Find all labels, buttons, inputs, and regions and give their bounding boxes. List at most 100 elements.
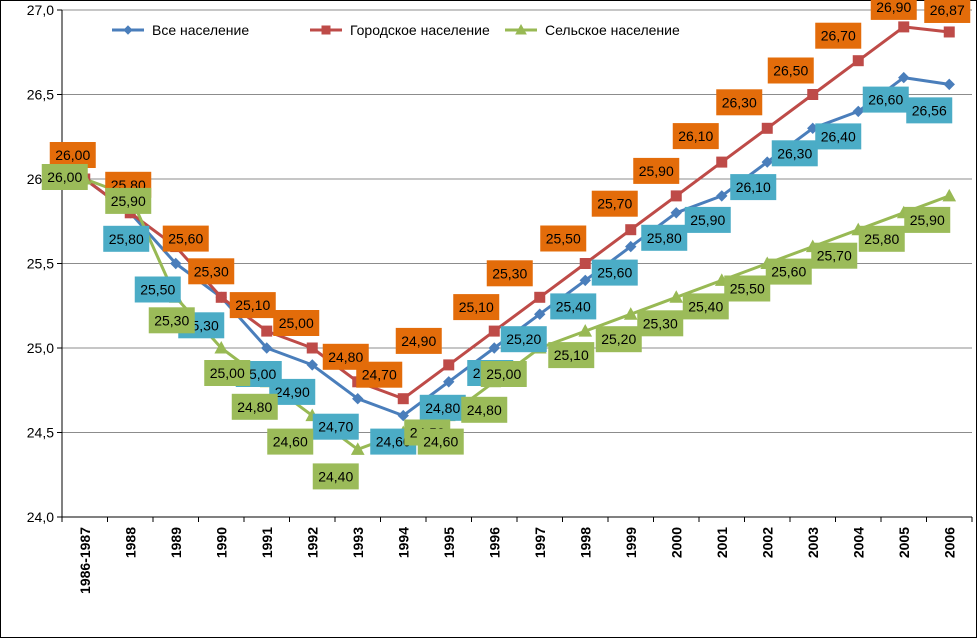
data-point [488, 342, 500, 354]
data-label: 25,00 [279, 315, 314, 331]
data-label: 25,90 [910, 212, 945, 228]
data-point [943, 26, 955, 38]
data-label: 25,80 [864, 231, 899, 247]
data-label-box [591, 190, 638, 217]
data-point [170, 257, 182, 270]
y-tick-label: 24,0 [27, 509, 54, 525]
data-label: 25,40 [688, 298, 723, 314]
x-tick-label: 1988 [122, 527, 138, 558]
data-point [625, 224, 637, 236]
x-tick-label: 2002 [759, 527, 775, 558]
data-label: 25,60 [168, 231, 203, 247]
data-point [397, 409, 409, 422]
y-tick-label: 25,0 [27, 340, 54, 356]
data-label: 26,87 [930, 2, 965, 18]
data-label-box [771, 140, 818, 167]
data-label-box [356, 361, 403, 388]
data-label: 24,90 [275, 384, 310, 400]
x-tick-label: 1995 [441, 527, 457, 558]
x-tick-label: 1999 [623, 527, 639, 558]
data-label-box [148, 307, 195, 334]
legend-marker [321, 25, 331, 35]
data-point [716, 156, 728, 168]
data-label-box [162, 225, 209, 252]
data-label: 26,00 [47, 169, 82, 185]
data-label: 25,50 [140, 282, 175, 298]
x-tick-label: 2006 [941, 527, 957, 558]
data-label: 25,10 [459, 299, 494, 315]
data-label: 25,80 [647, 230, 682, 246]
data-label: 24,90 [401, 333, 436, 349]
data-point [716, 190, 728, 202]
data-label: 26,10 [736, 179, 771, 195]
data-point [261, 342, 273, 354]
data-label: 24,80 [467, 402, 502, 418]
data-label: 26,00 [55, 147, 90, 163]
data-label: 24,70 [362, 367, 397, 383]
data-point [578, 324, 593, 337]
series-line [83, 25, 950, 401]
data-label-box [682, 293, 729, 320]
data-point [623, 307, 638, 320]
data-label-box [815, 22, 862, 49]
data-label: 26,70 [821, 28, 856, 44]
data-label: 25,80 [109, 231, 144, 247]
data-label-box [486, 260, 533, 287]
y-tick-label: 24,5 [27, 425, 54, 441]
data-label-box [904, 206, 951, 233]
data-label-box [870, 0, 917, 20]
data-point [761, 122, 773, 134]
x-tick-label: 1996 [486, 527, 502, 558]
data-label-box [419, 394, 466, 421]
data-point [625, 240, 637, 253]
y-tick-label: 25,5 [27, 256, 54, 272]
data-label-box [637, 310, 684, 337]
data-point [443, 359, 455, 371]
data-label-box [188, 258, 235, 285]
data-point [807, 89, 819, 100]
data-label: 25,70 [817, 248, 852, 264]
data-label: 25,60 [597, 265, 632, 281]
data-label-box [417, 428, 464, 455]
data-label: 25,70 [597, 196, 632, 212]
data-label-box [500, 326, 547, 353]
data-label: 26,56 [912, 102, 947, 118]
data-label-box [105, 187, 152, 214]
data-label-box [633, 157, 680, 184]
data-label: 25,60 [771, 264, 806, 280]
legend-label: Сельское население [545, 22, 680, 38]
data-label: 25,00 [486, 366, 521, 382]
data-label-box [730, 174, 777, 201]
data-label-box [767, 57, 814, 84]
x-tick-label: 1994 [395, 527, 411, 558]
data-label-box [595, 326, 642, 353]
data-label: 26,50 [773, 63, 808, 79]
x-tick-label: 2004 [850, 527, 866, 558]
data-label: 26,10 [678, 128, 713, 144]
data-labels: 25,80 25,50 25,30 25,00 24,90 24,70 24,60 24,80… [41, 0, 971, 490]
data-point [261, 325, 273, 337]
data-label-box [765, 258, 812, 285]
data-label: 25,90 [690, 212, 725, 228]
data-label-box [312, 463, 359, 490]
data-label: 24,80 [237, 399, 272, 415]
data-label-box [41, 164, 88, 190]
data-label-box [273, 310, 320, 336]
data-label-box [461, 396, 508, 423]
data-label: 25,10 [235, 297, 270, 313]
data-label-box [550, 293, 597, 320]
data-label: 25,50 [730, 281, 765, 297]
data-label: 24,60 [376, 434, 411, 450]
data-point [669, 290, 684, 303]
data-point [534, 308, 546, 320]
data-label-box [548, 342, 595, 369]
data-label: 25,10 [554, 347, 589, 363]
x-tick-label: 1998 [577, 527, 593, 558]
legend-label: Все население [152, 22, 249, 38]
data-point [534, 291, 546, 303]
data-label: 25,00 [210, 365, 245, 381]
data-label: 25,40 [556, 298, 591, 314]
data-label-box [480, 361, 527, 387]
